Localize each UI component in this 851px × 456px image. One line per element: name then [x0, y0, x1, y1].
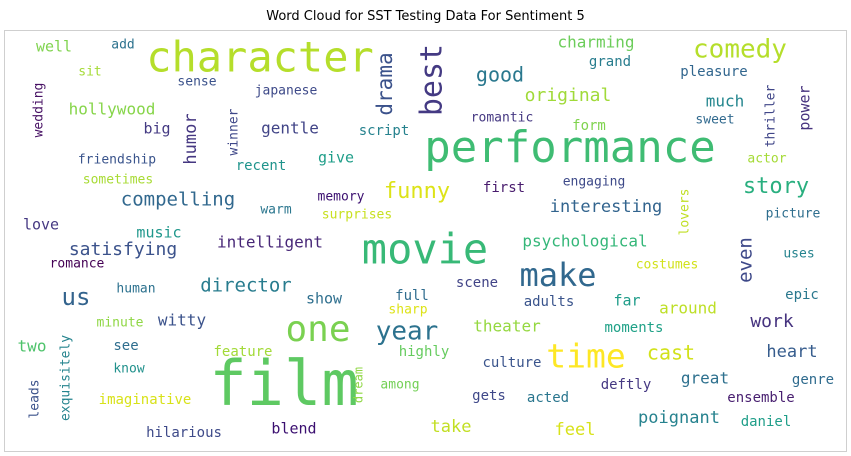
chart-frame	[4, 30, 847, 452]
chart-title: Word Cloud for SST Testing Data For Sent…	[266, 9, 585, 24]
